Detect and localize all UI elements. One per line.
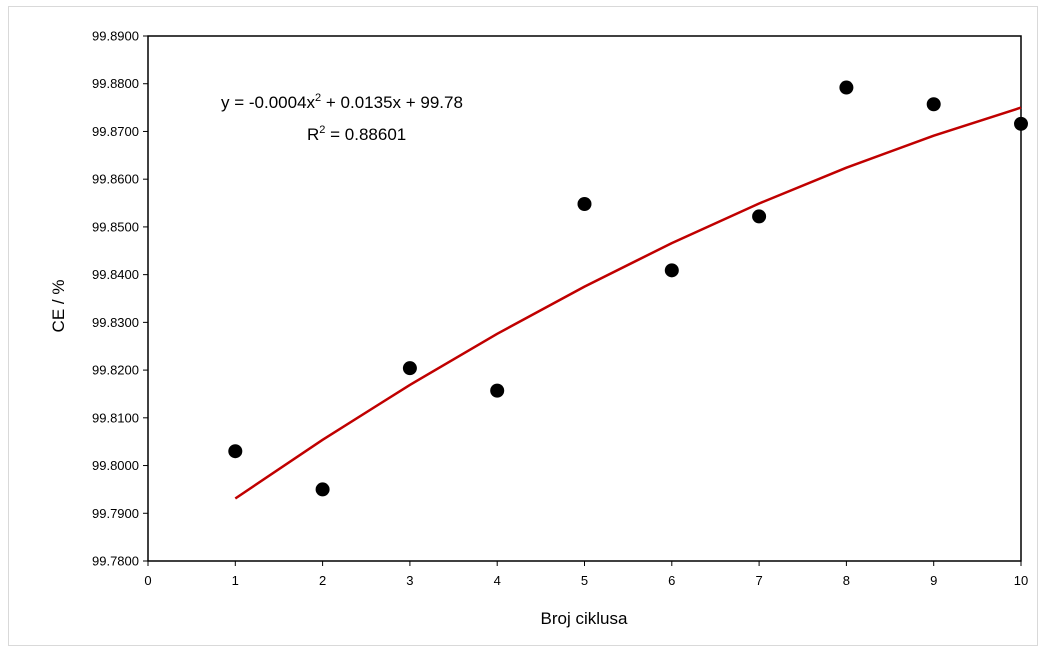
y-tick-label: 99.8500 [92,219,139,234]
y-tick-label: 99.7900 [92,506,139,521]
x-tick-label: 6 [668,573,675,588]
y-tick-label: 99.8800 [92,76,139,91]
data-point [228,444,243,459]
trendline-equation: y = -0.0004x2 + 0.0135x + 99.78 [221,92,463,112]
x-tick-label: 5 [581,573,588,588]
y-tick-label: 99.8600 [92,172,139,187]
trendline [234,106,1022,500]
chart-frame: 99.7800 99.7900 99.8000 99.8100 99.8200 99.83… [8,6,1038,646]
r-squared-label: R2 = 0.88601 [307,124,406,144]
y-tick-label: 99.8400 [92,267,139,282]
x-tick-label: 1 [232,573,239,588]
data-point [926,97,941,112]
y-tick-label: 99.8300 [92,315,139,330]
data-point [752,209,767,224]
y-tick-label: 99.8900 [92,29,139,44]
plot-area [147,35,1022,562]
x-tick-label: 8 [843,573,850,588]
data-point [577,197,592,211]
y-tick-label: 99.7800 [92,554,139,569]
y-tick-label: 99.8200 [92,363,139,378]
x-tick-label: 0 [144,573,151,588]
data-point [315,482,330,497]
data-point [839,80,854,95]
y-tick-label: 99.8100 [92,410,139,425]
x-tick-label: 3 [406,573,413,588]
y-axis-title: CE / % [49,280,68,333]
data-point [402,361,417,376]
y-tick-label: 99.8700 [92,124,139,139]
y-tick-label: 99.8000 [92,458,139,473]
x-tick-label: 9 [930,573,937,588]
data-point [490,383,505,398]
x-tick-label: 10 [1014,573,1028,588]
x-tick-label: 7 [755,573,762,588]
x-tick-label: 4 [494,573,501,588]
data-point [1014,116,1028,131]
x-tick-label: 2 [319,573,326,588]
x-axis-title: Broj ciklusa [541,609,628,628]
data-point [664,263,679,278]
scatter-chart: 99.7800 99.7900 99.8000 99.8100 99.8200 99.83… [49,29,1028,629]
